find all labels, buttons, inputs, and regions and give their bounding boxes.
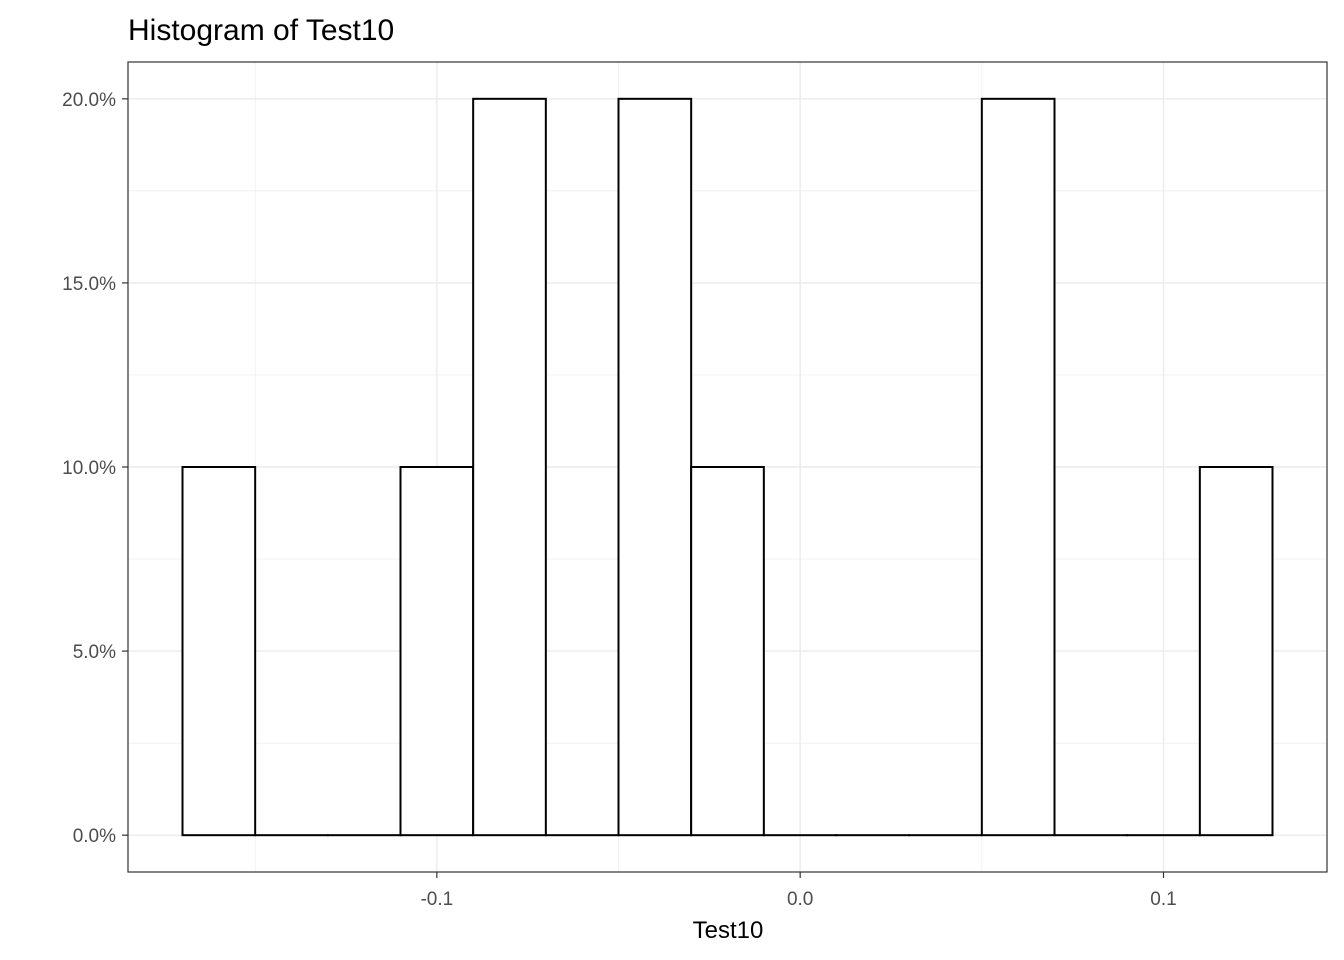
- x-axis-ticks: -0.1 0.0 0.1: [420, 872, 1177, 910]
- histogram-bar: [399, 466, 475, 837]
- y-tick-label: 10.0%: [62, 458, 116, 479]
- bars: [181, 97, 1274, 837]
- x-tick-label: 0.1: [1150, 889, 1176, 910]
- x-axis-title: Test10: [693, 917, 764, 944]
- histogram-bar: [181, 466, 257, 837]
- histogram-bar: [472, 97, 547, 837]
- x-tick-label: -0.1: [420, 889, 453, 910]
- panel-border: [127, 61, 1328, 873]
- y-tick-label: 20.0%: [62, 90, 116, 111]
- histogram-bar: [617, 97, 693, 837]
- y-tick-label: 5.0%: [73, 642, 116, 663]
- histogram-bar: [1198, 466, 1274, 837]
- histogram-bar: [980, 97, 1056, 837]
- chart-title: Histogram of Test10: [128, 14, 394, 47]
- x-tick-label: 0.0: [787, 889, 813, 910]
- y-tick-label: 15.0%: [62, 274, 116, 295]
- histogram-bar: [690, 466, 765, 837]
- y-tick-label: 0.0%: [73, 826, 116, 847]
- y-axis-ticks: 0.0% 5.0% 10.0% 15.0% 20.0%: [62, 90, 128, 847]
